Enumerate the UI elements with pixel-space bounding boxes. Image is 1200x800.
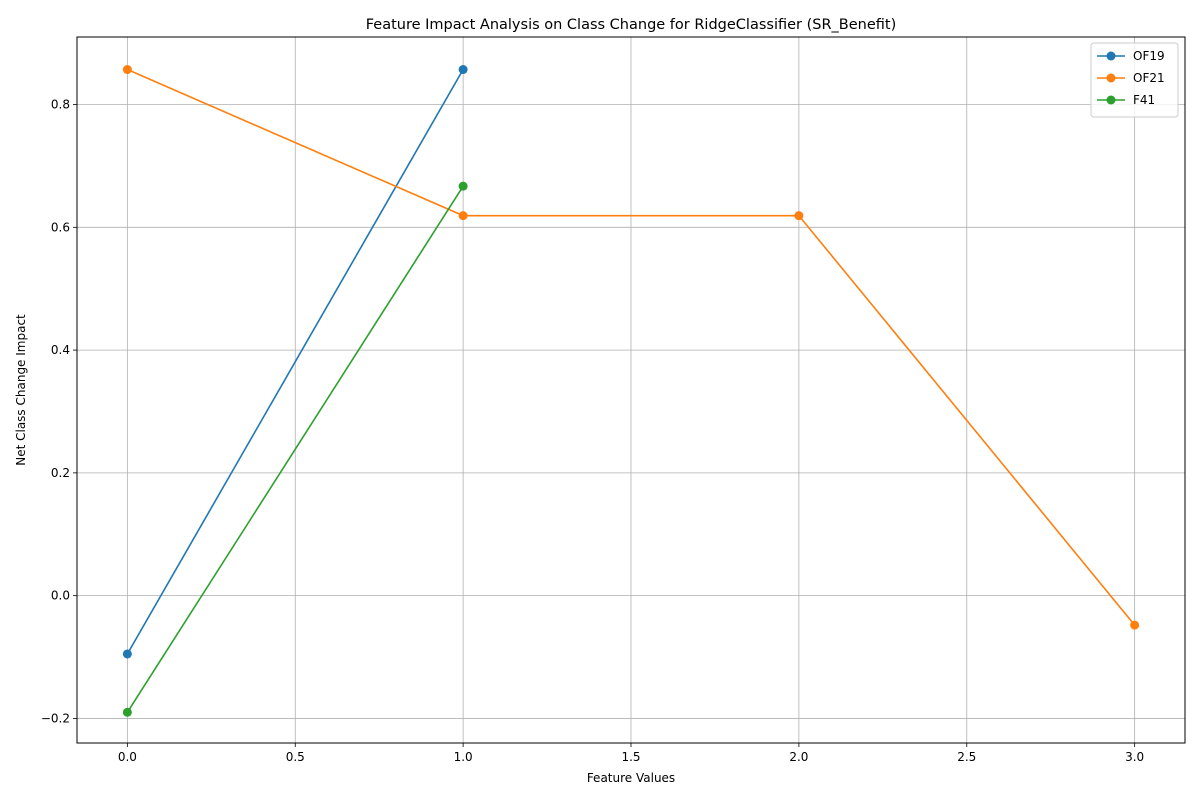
data-point-of19 <box>122 649 132 659</box>
x-tick-label: 3.0 <box>1125 750 1144 764</box>
y-axis-label: Net Class Change Impact <box>14 314 28 466</box>
series-of21 <box>122 65 1140 630</box>
legend-swatch-marker <box>1106 51 1116 61</box>
legend-label: F41 <box>1133 93 1155 107</box>
tick-layer: 0.0 0.5 1.0 1.5 2.0 2.5 3.0 −0.2 0.0 0.2 0.4 0.6 0.8 <box>41 98 1144 764</box>
y-tick-label: 0.4 <box>51 343 70 357</box>
chart-title: Feature Impact Analysis on Class Change … <box>366 17 896 33</box>
series-of19 <box>122 65 468 659</box>
legend-swatch-marker <box>1106 95 1116 105</box>
y-tick-label: −0.2 <box>41 711 70 725</box>
legend-swatch-marker <box>1106 73 1116 83</box>
y-tick-label: 0.6 <box>51 220 70 234</box>
series-line-of19 <box>126 69 464 655</box>
y-tick-label: 0.2 <box>51 466 70 480</box>
series-line-f41 <box>126 185 464 713</box>
y-tick-label: 0.8 <box>51 98 70 112</box>
x-tick-label: 0.0 <box>118 750 137 764</box>
legend-item-of19: OF19 <box>1097 49 1165 63</box>
x-tick-label: 0.5 <box>286 750 305 764</box>
x-tick-label: 1.0 <box>454 750 473 764</box>
series-layer <box>122 65 1140 717</box>
grid <box>77 37 1185 743</box>
x-axis-label: Feature Values <box>587 771 675 785</box>
series-f41 <box>122 181 468 717</box>
data-point-of21 <box>1130 620 1140 630</box>
series-line-of21 <box>127 68 1136 626</box>
data-point-of21 <box>122 65 132 75</box>
x-tick-label: 1.5 <box>621 750 640 764</box>
data-point-f41 <box>122 707 132 717</box>
y-tick-label: 0.0 <box>51 589 70 603</box>
legend-item-of21: OF21 <box>1097 71 1165 85</box>
legend: OF19 OF21 F41 <box>1090 42 1179 118</box>
data-point-f41 <box>458 181 468 191</box>
x-tick-label: 2.0 <box>789 750 808 764</box>
legend-label: OF21 <box>1133 71 1165 85</box>
data-point-of21 <box>794 211 804 221</box>
data-point-of21 <box>458 211 468 221</box>
x-tick-label: 2.5 <box>957 750 976 764</box>
data-point-of19 <box>458 65 468 75</box>
legend-label: OF19 <box>1133 49 1165 63</box>
legend-item-f41: F41 <box>1097 93 1155 107</box>
